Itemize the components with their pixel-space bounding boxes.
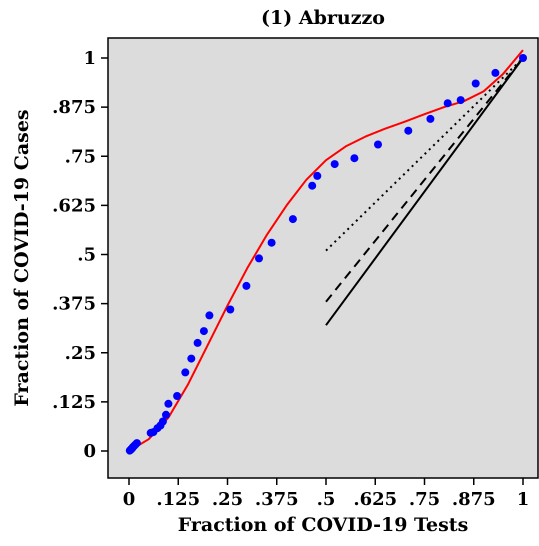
lines-layer [128,49,524,452]
data-point [350,154,359,163]
y-tick-label: .5 [77,245,96,266]
y-tick-label: .625 [52,195,96,216]
fitted-curve [128,49,524,452]
y-tick-label: .875 [52,97,96,118]
data-point [205,311,214,320]
reference-line-dashed [325,57,524,303]
data-point [255,254,263,263]
x-axis-label: Fraction of COVID-19 Tests [178,514,469,536]
reference-line-solid [325,57,524,326]
data-point [519,54,527,62]
data-point [330,160,339,169]
x-tick-label: .125 [156,489,200,510]
data-point [242,281,251,290]
x-tick-label: 1 [517,489,530,510]
axes-layer: 0 .125 .25 .375 .5 .625 .75 .875 1 0 .125 .25 .375 .5… [52,48,529,510]
data-point [164,399,173,408]
y-axis-label: Fraction of COVID-19 Cases [11,109,33,406]
x-tick-label: .75 [409,489,440,510]
y-tick-label: .25 [65,343,96,364]
x-tick-label: .625 [353,489,397,510]
chart-title: (1) Abruzzo [261,7,385,29]
data-point [456,96,465,105]
reference-line-dotted [325,57,524,252]
data-point [181,368,190,377]
plot-area-background [108,38,538,478]
x-tick-label: .375 [255,489,299,510]
plot-frame [107,37,539,479]
y-tick-label: .75 [65,146,96,167]
data-point [443,99,452,108]
data-point [199,327,208,336]
x-tick-label: .5 [317,489,336,510]
data-point [288,215,297,224]
data-point [193,338,202,347]
data-point [471,79,480,88]
data-point [426,114,435,123]
x-tick-label: .25 [212,489,243,510]
data-point [226,305,235,314]
data-point [132,439,141,448]
y-tick-label: .125 [52,392,96,413]
data-point [404,126,413,135]
points-layer [125,54,527,455]
data-point [267,238,276,247]
data-point [491,68,500,77]
x-tick-label: .875 [452,489,496,510]
data-point [313,171,322,180]
x-tick-label: 0 [123,489,136,510]
data-point [173,392,182,400]
data-point [374,140,382,149]
data-point [308,181,317,190]
data-point [162,410,170,419]
y-tick-label: .375 [52,294,96,315]
data-point [158,417,167,426]
y-tick-label: 0 [83,441,96,462]
y-tick-label: 1 [83,48,96,69]
data-point [187,354,196,363]
